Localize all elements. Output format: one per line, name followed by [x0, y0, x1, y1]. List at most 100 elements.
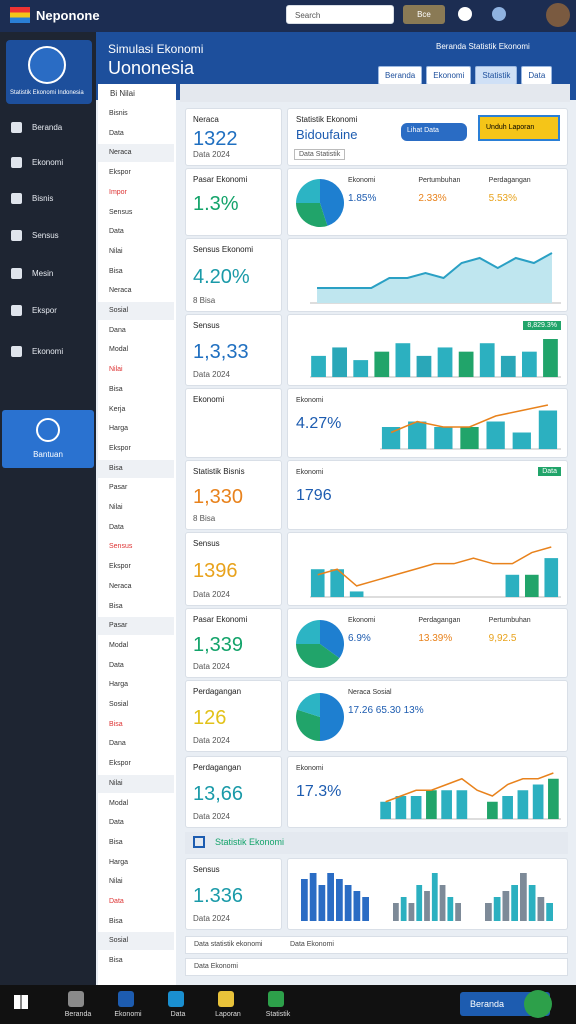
tab[interactable]: Ekonomi	[426, 66, 472, 85]
pie-slice	[296, 203, 328, 227]
tab[interactable]: Data	[521, 66, 553, 85]
task-icon[interactable]	[118, 991, 134, 1007]
task-icon[interactable]	[268, 991, 284, 1007]
list-item[interactable]: Ekspor	[109, 760, 131, 768]
list-item[interactable]: Sosial	[109, 937, 129, 945]
list-item[interactable]: Nilai	[109, 366, 123, 374]
sidebar-label[interactable]: Beranda	[32, 123, 63, 132]
stat-label: Pertumbuhan	[488, 617, 531, 624]
sidebar-label[interactable]: Mesin	[32, 269, 54, 278]
list-item[interactable]: Data	[109, 819, 124, 827]
taskbar: Beranda Ekonomi Data Laporan Statistik Beran…	[0, 985, 576, 1024]
list-item[interactable]: Kerja	[109, 405, 126, 413]
avatar[interactable]	[546, 3, 570, 27]
list-highlight	[98, 932, 174, 951]
list-item[interactable]: Bisa	[109, 838, 123, 846]
task-icon[interactable]	[68, 991, 84, 1007]
list-item[interactable]: Nilai	[109, 247, 123, 255]
list-item[interactable]: Neraca	[109, 582, 132, 590]
list-item[interactable]: Sosial	[109, 307, 129, 314]
list-item[interactable]: Bisa	[109, 917, 123, 925]
button[interactable]: Unduh Laporan	[478, 115, 560, 141]
list-item[interactable]: Dana	[109, 326, 126, 334]
task-label[interactable]: Ekonomi	[114, 1011, 142, 1018]
list-item[interactable]: Sensus	[109, 208, 133, 216]
kpi-title: Neraca	[193, 115, 219, 124]
header-button[interactable]: Bce	[403, 5, 445, 24]
list-item[interactable]: Pasar	[109, 484, 128, 492]
task-icon[interactable]	[218, 991, 234, 1007]
chart	[393, 873, 461, 921]
sidebar-label[interactable]: Ekspor	[32, 306, 57, 315]
bar	[393, 903, 399, 921]
sidebar-label[interactable]: Bisnis	[32, 194, 54, 203]
kpi-value: 1396	[193, 560, 238, 582]
task-label[interactable]: Laporan	[215, 1011, 241, 1018]
kpi-note: Data 2024	[193, 812, 230, 821]
list-item[interactable]: Bisa	[109, 957, 123, 965]
list-item[interactable]: Sensus	[109, 543, 133, 551]
bar	[458, 351, 474, 377]
list-item[interactable]: Neraca	[109, 287, 132, 295]
list-header: Bi Nilai	[110, 89, 135, 98]
stat-value: 4.27%	[296, 415, 342, 432]
list-item[interactable]: Ekspor	[109, 563, 131, 571]
panel: Ekonomi 1796 Data	[287, 460, 568, 530]
bar	[500, 355, 516, 377]
list-item[interactable]: Data	[109, 228, 124, 236]
kpi-note: 8 Bisa	[193, 296, 216, 305]
list-item[interactable]: Data	[109, 523, 124, 531]
panel: Neraca Sosial 17.26 65.30 13%	[287, 680, 568, 752]
tabs: Beranda Ekonomi Statistik Data	[378, 66, 553, 85]
task-label[interactable]: Statistik	[265, 1011, 291, 1018]
sidebar-label[interactable]: Sensus	[32, 231, 59, 240]
button[interactable]: Lihat Data	[401, 123, 467, 141]
list-item[interactable]: Sosial	[109, 701, 129, 708]
list-item[interactable]: Bisnis	[109, 110, 128, 117]
sidebar-active-item[interactable]: Bantuan	[2, 410, 94, 468]
search-box[interactable]: Search	[286, 5, 394, 24]
stat-value: 2.33%	[418, 193, 447, 204]
list-item[interactable]: Data	[109, 898, 124, 905]
task-label[interactable]: Beranda	[64, 1011, 92, 1018]
kpi-card: Pasar Ekonomi 1.3%	[185, 168, 282, 236]
list-item[interactable]: Data	[109, 129, 124, 137]
footer-bar: Data statistik ekonomi Data Ekonomi	[185, 936, 568, 954]
list-item[interactable]: Bisa	[109, 720, 123, 728]
avatar[interactable]	[524, 990, 552, 1018]
tab[interactable]: Beranda	[378, 66, 423, 85]
list-item[interactable]: Bisa	[109, 385, 123, 393]
list-item[interactable]: Modal	[109, 641, 129, 649]
sidebar-label[interactable]: Ekonomi	[32, 158, 64, 167]
start-button[interactable]	[14, 995, 28, 1009]
tab[interactable]: Statistik	[475, 66, 518, 85]
list-highlight	[98, 459, 174, 478]
kpi-note: 8 Bisa	[193, 514, 216, 523]
list-item[interactable]: Pasar	[109, 622, 128, 630]
list-item[interactable]: Ekspor	[109, 444, 131, 452]
task-icon[interactable]	[168, 991, 184, 1007]
list-item[interactable]: Bisa	[109, 267, 123, 275]
icon[interactable]	[492, 7, 506, 21]
list-item[interactable]: Harga	[109, 425, 129, 433]
list-item[interactable]: Data	[109, 661, 124, 669]
list-item[interactable]: Ekspor	[109, 169, 131, 177]
panel: Ekonomi 17.3%	[287, 756, 568, 828]
list-item[interactable]: Nilai	[109, 504, 123, 511]
list-item[interactable]: Impor	[109, 188, 127, 196]
list-item[interactable]: Bisa	[109, 464, 123, 472]
list-item[interactable]: Modal	[109, 346, 129, 354]
list-item[interactable]: Dana	[109, 740, 126, 748]
list-item[interactable]: Nilai	[109, 878, 123, 886]
list-item[interactable]: Harga	[109, 858, 129, 866]
sidebar-label[interactable]: Ekonomi	[32, 347, 64, 356]
list-item[interactable]: Modal	[109, 799, 129, 807]
list-item[interactable]: Neraca	[109, 149, 132, 157]
panel-caption: Data Statistik	[294, 149, 346, 160]
list-item[interactable]: Nilai	[109, 779, 123, 787]
task-label[interactable]: Data	[170, 1011, 186, 1018]
list-item[interactable]: Bisa	[109, 602, 123, 610]
icon[interactable]	[458, 7, 472, 21]
list-item[interactable]: Harga	[109, 681, 129, 689]
icon	[11, 230, 22, 241]
